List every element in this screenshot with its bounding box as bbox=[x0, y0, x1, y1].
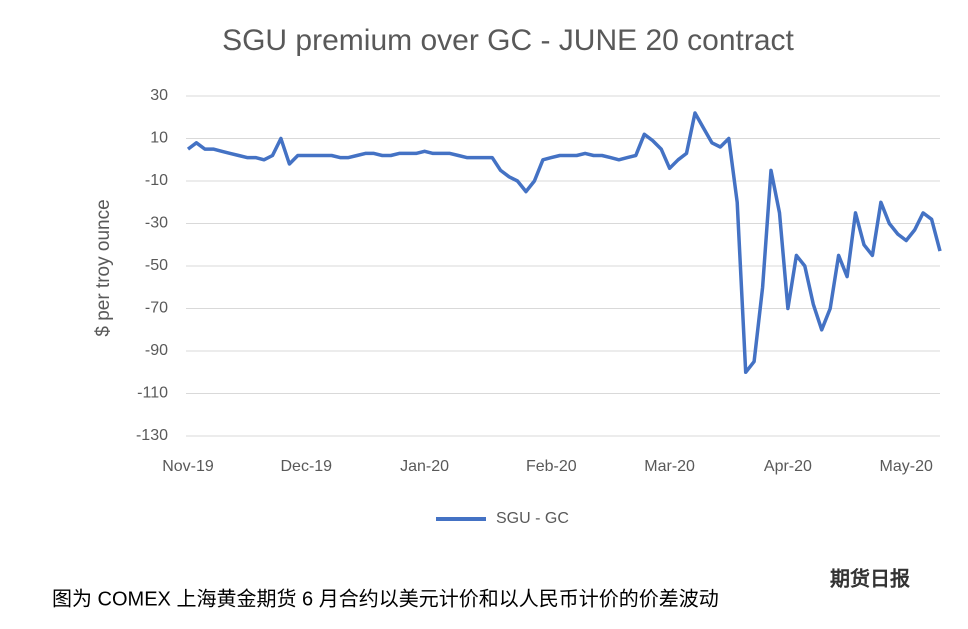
x-tick-label: Jan-20 bbox=[400, 458, 449, 475]
y-tick-label: -110 bbox=[137, 385, 168, 402]
y-tick-label: 10 bbox=[150, 130, 168, 147]
x-tick-label: Dec-19 bbox=[281, 458, 333, 475]
x-tick-label: Nov-19 bbox=[162, 458, 214, 475]
y-tick-label: -30 bbox=[145, 215, 168, 232]
caption: 图为 COMEX 上海黄金期货 6 月合约以美元计价和以人民币计价的价差波动 bbox=[52, 587, 719, 610]
y-tick-label: -70 bbox=[145, 300, 168, 317]
y-tick-label: 30 bbox=[150, 87, 168, 104]
x-tick-label: Apr-20 bbox=[764, 458, 812, 475]
series-line bbox=[186, 111, 942, 375]
x-tick-label: May-20 bbox=[880, 458, 933, 475]
x-tick-label: Mar-20 bbox=[644, 458, 695, 475]
y-tick-label: -50 bbox=[145, 257, 168, 274]
watermark: 期货日报 bbox=[830, 566, 910, 590]
y-tick-label: -10 bbox=[145, 172, 168, 189]
legend-label: SGU - GC bbox=[496, 510, 569, 527]
y-tick-label: -130 bbox=[136, 427, 168, 444]
x-tick-label: Feb-20 bbox=[526, 458, 577, 475]
chart-title: SGU premium over GC - JUNE 20 contract bbox=[222, 24, 794, 57]
y-axis-label: $ per troy ounce bbox=[93, 199, 114, 336]
y-tick-label: -90 bbox=[145, 342, 168, 359]
